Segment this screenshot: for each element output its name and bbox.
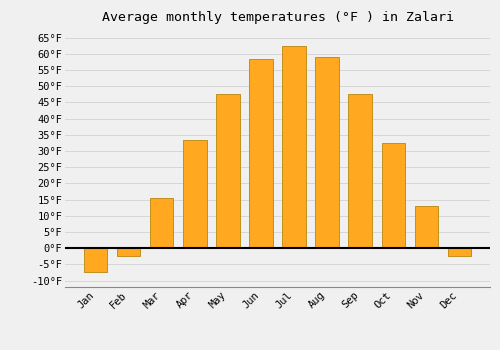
Bar (448, 248, 470, 256)
Bar (282, 46, 306, 248)
Bar (348, 94, 372, 248)
Bar (316, 57, 338, 248)
Bar (250, 59, 272, 248)
Bar (216, 94, 240, 248)
Bar (84, 248, 108, 272)
Bar (414, 206, 438, 248)
Bar (118, 248, 141, 256)
Title: Average monthly temperatures (°F ) in Zalari: Average monthly temperatures (°F ) in Za… (102, 11, 454, 24)
Bar (382, 143, 404, 248)
Bar (150, 198, 174, 248)
Bar (184, 140, 206, 248)
